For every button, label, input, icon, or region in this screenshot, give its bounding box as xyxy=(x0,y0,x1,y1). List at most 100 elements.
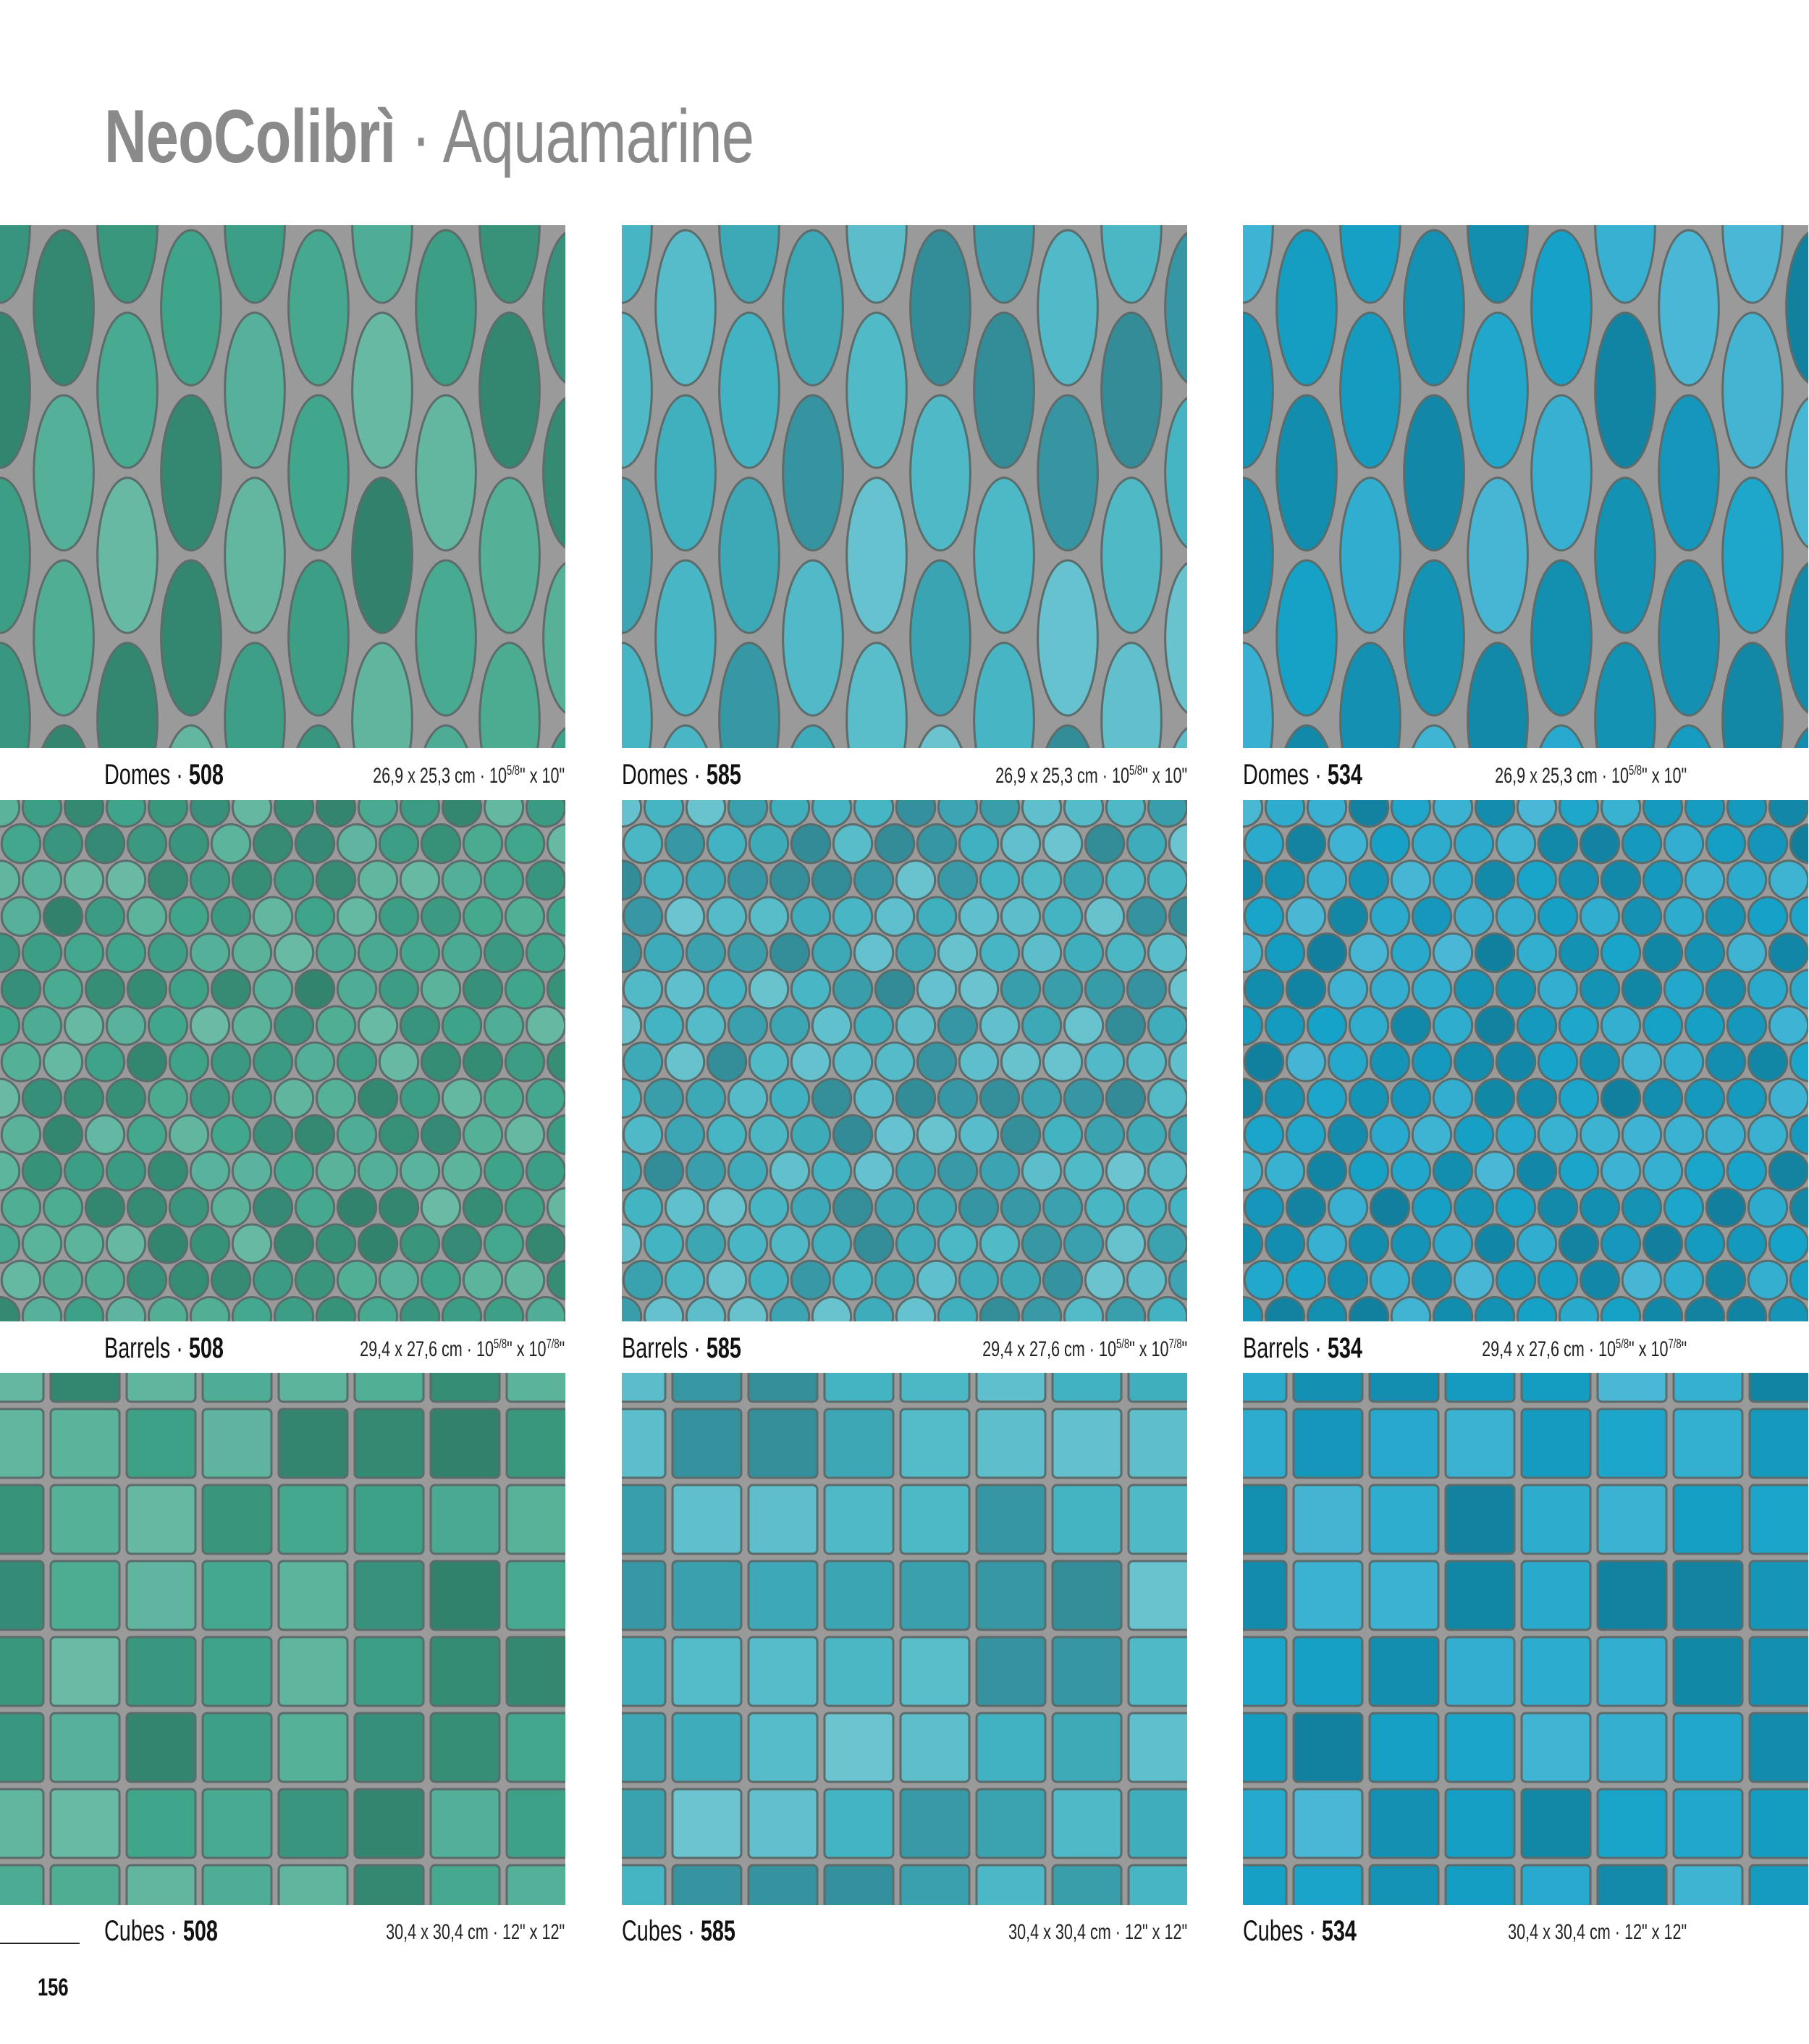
barrel-piece xyxy=(1168,1187,1187,1228)
barrel-piece xyxy=(357,932,399,974)
barrel-piece xyxy=(315,800,357,828)
barrel-piece xyxy=(727,1005,769,1046)
dome-piece xyxy=(96,642,159,748)
barrel-piece xyxy=(1600,1296,1642,1321)
dome-piece xyxy=(1530,229,1593,387)
barrel-piece xyxy=(811,800,853,828)
barrel-piece xyxy=(1243,1223,1264,1264)
barrel-piece xyxy=(1285,1041,1327,1082)
barrel-piece xyxy=(231,1151,273,1192)
cube-piece xyxy=(975,1712,1047,1783)
cube-piece xyxy=(1292,1788,1364,1859)
barrel-piece xyxy=(1432,932,1474,974)
cube-piece xyxy=(49,1636,121,1707)
dome-piece xyxy=(1037,229,1099,387)
barrel-piece xyxy=(979,859,1021,901)
dome-piece xyxy=(1467,476,1529,634)
cube-piece xyxy=(125,1788,197,1859)
barrel-piece xyxy=(1768,1151,1808,1192)
cube-piece xyxy=(1368,1408,1440,1479)
barrel-piece xyxy=(0,1151,21,1192)
barrel-piece xyxy=(622,1151,643,1192)
barrel-piece xyxy=(0,800,21,828)
barrel-piece xyxy=(811,1077,853,1119)
barrel-piece xyxy=(790,896,832,937)
barrel-piece xyxy=(1348,932,1390,974)
barrel-piece xyxy=(0,1041,42,1082)
barrel-piece xyxy=(1306,1223,1348,1264)
barrel-piece xyxy=(1747,1114,1789,1156)
barrel-piece xyxy=(1042,1187,1084,1228)
cube-piece xyxy=(747,1373,819,1403)
barrel-piece xyxy=(210,1187,252,1228)
barrel-piece xyxy=(1105,1151,1147,1192)
product-code: 585 xyxy=(700,1915,735,1947)
dome-piece xyxy=(1594,476,1656,634)
barrel-piece xyxy=(1621,1041,1663,1082)
cube-piece xyxy=(49,1373,121,1403)
barrel-piece xyxy=(1243,1005,1264,1046)
dome-piece xyxy=(1173,726,1187,748)
barrel-piece xyxy=(1558,800,1600,828)
barrel-piece xyxy=(1084,1259,1126,1301)
cube-piece xyxy=(429,1408,501,1479)
barrel-piece xyxy=(1063,932,1105,974)
cube-piece xyxy=(1672,1788,1744,1859)
dome-piece xyxy=(1785,231,1808,384)
dome-piece xyxy=(1037,394,1099,552)
barrel-piece xyxy=(210,1114,252,1156)
cube-piece xyxy=(1292,1560,1364,1631)
barrel-piece xyxy=(147,859,189,901)
barrel-piece xyxy=(1495,823,1537,865)
barrel-piece xyxy=(1243,968,1285,1010)
cube-piece xyxy=(125,1373,197,1403)
product-dimensions: 30,4 x 30,4 cm · 12" x 12" xyxy=(386,1919,565,1945)
barrel-piece xyxy=(874,1259,916,1301)
barrel-piece xyxy=(1684,1296,1726,1321)
dome-piece xyxy=(622,225,653,304)
cube-piece xyxy=(49,1864,121,1905)
barrel-piece xyxy=(252,1041,294,1082)
dim-end: " xyxy=(1181,1337,1187,1361)
barrel-piece xyxy=(1453,968,1495,1010)
dome-piece xyxy=(1721,225,1784,304)
cube-piece xyxy=(0,1636,45,1707)
barrel-piece xyxy=(441,932,483,974)
barrel-piece xyxy=(357,1077,399,1119)
cube-piece xyxy=(622,1712,667,1783)
barrel-piece xyxy=(685,1005,727,1046)
barrel-piece xyxy=(1789,969,1808,1010)
cube-piece xyxy=(622,1408,667,1479)
barrel-piece xyxy=(1432,1005,1474,1046)
barrel-piece xyxy=(546,1259,565,1301)
barrel-piece xyxy=(958,823,1000,865)
dome-piece xyxy=(718,311,780,469)
product-name: Barrels · 585 xyxy=(622,1332,741,1364)
barrel-piece xyxy=(1789,896,1808,937)
dim-mid: " x 10" xyxy=(1142,764,1187,788)
barrel-piece xyxy=(147,1296,189,1321)
barrel-piece xyxy=(1327,896,1369,937)
barrel-piece xyxy=(1621,896,1663,937)
barrel-piece xyxy=(105,1296,147,1321)
dome-piece xyxy=(1530,559,1593,717)
barrel-piece xyxy=(1147,1005,1187,1046)
cube-piece xyxy=(353,1373,425,1403)
barrel-piece xyxy=(1021,1223,1063,1264)
barrel-piece xyxy=(0,1077,21,1119)
barrel-piece xyxy=(706,823,748,865)
cube-piece xyxy=(277,1560,349,1631)
barrel-piece xyxy=(1021,859,1063,901)
barrel-piece xyxy=(105,1077,147,1119)
barrel-piece xyxy=(1663,1041,1705,1082)
barrel-piece xyxy=(706,1259,748,1301)
barrel-piece xyxy=(1600,1151,1642,1192)
barrel-piece xyxy=(1768,800,1808,828)
barrel-piece xyxy=(1789,1187,1808,1228)
dim-fraction: 5/8 xyxy=(1615,1337,1629,1351)
dome-piece xyxy=(1666,724,1711,748)
barrel-piece xyxy=(1453,1114,1495,1156)
barrel-piece xyxy=(1285,1114,1327,1156)
barrel-piece xyxy=(1369,1041,1411,1082)
product-name: Domes · 508 xyxy=(104,759,224,791)
